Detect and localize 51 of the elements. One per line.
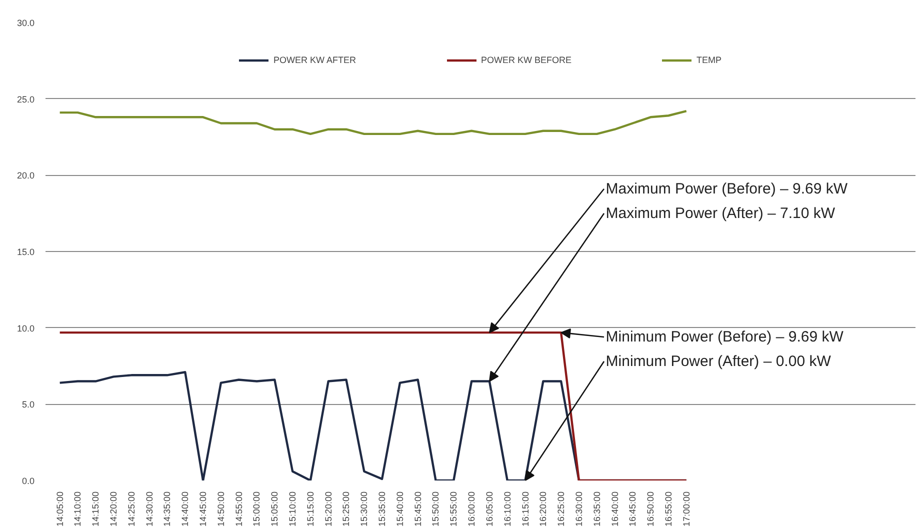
x-tick-label: 15:50:00	[430, 491, 441, 527]
x-tick-label: 16:45:00	[628, 491, 638, 527]
legend-label: POWER KW BEFORE	[480, 55, 572, 65]
y-tick-label: 10.0	[16, 323, 35, 334]
x-tick-label: 15:45:00	[412, 491, 423, 527]
x-tick-label: 14:15:00	[90, 491, 101, 527]
x-tick-label: 14:40:00	[180, 491, 190, 527]
x-tick-label: 15:15:00	[305, 491, 316, 527]
annotation: Minimum Power (Before) – 9.69 kW	[606, 328, 844, 346]
x-tick-label: 15:55:00	[448, 491, 459, 527]
x-tick-label: 14:35:00	[162, 491, 172, 527]
y-tick-label: 5.0	[22, 400, 35, 410]
legend-label: POWER KW AFTER	[273, 55, 356, 65]
x-tick-label: 16:00:00	[466, 491, 477, 527]
x-tick-label: 16:15:00	[520, 491, 530, 527]
x-tick-label: 16:50:00	[646, 491, 656, 527]
x-tick-label: 15:00:00	[252, 491, 262, 527]
x-tick-label: 17:00:00	[681, 491, 692, 527]
x-tick-label: 14:50:00	[216, 491, 226, 527]
y-tick-label: 30.0	[16, 18, 35, 28]
x-tick-label: 16:10:00	[502, 491, 512, 527]
y-tick-label: 0.0	[22, 476, 35, 486]
x-tick-label: 15:30:00	[359, 491, 370, 527]
x-tick-label: 14:30:00	[144, 491, 154, 527]
line-series	[58, 110, 688, 136]
x-tick-label: 14:05:00	[54, 491, 65, 527]
annotation: Maximum Power (Before) – 9.69 kW	[606, 180, 848, 198]
x-tick-label: 15:20:00	[323, 491, 334, 527]
x-tick-label: 15:40:00	[394, 491, 405, 527]
y-tick-label: 25.0	[16, 94, 35, 104]
legend-label: TEMP	[696, 55, 722, 65]
x-tick-label: 14:10:00	[72, 491, 83, 527]
x-tick-label: 15:10:00	[288, 491, 298, 527]
x-tick-label: 15:25:00	[341, 491, 352, 527]
x-tick-label: 15:05:00	[270, 491, 280, 527]
y-tick-label: 15.0	[16, 247, 35, 257]
x-tick-label: 16:30:00	[574, 491, 584, 527]
x-tick-label: 16:55:00	[663, 491, 674, 527]
annotation: Minimum Power (After) – 0.00 kW	[606, 352, 832, 370]
x-tick-label: 14:45:00	[198, 491, 208, 527]
x-tick-label: 15:35:00	[377, 491, 388, 527]
annotation: Maximum Power (After) – 7.10 kW	[606, 204, 836, 222]
y-tick-label: 20.0	[16, 170, 35, 181]
x-tick-label: 16:35:00	[592, 491, 602, 527]
x-tick-label: 16:40:00	[610, 491, 620, 527]
x-tick-label: 16:25:00	[556, 491, 566, 527]
x-tick-label: 14:20:00	[108, 491, 119, 527]
x-tick-label: 14:25:00	[126, 491, 136, 527]
x-tick-label: 16:05:00	[484, 491, 494, 527]
x-tick-label: 14:55:00	[234, 491, 244, 527]
x-tick-label: 16:20:00	[538, 491, 548, 527]
